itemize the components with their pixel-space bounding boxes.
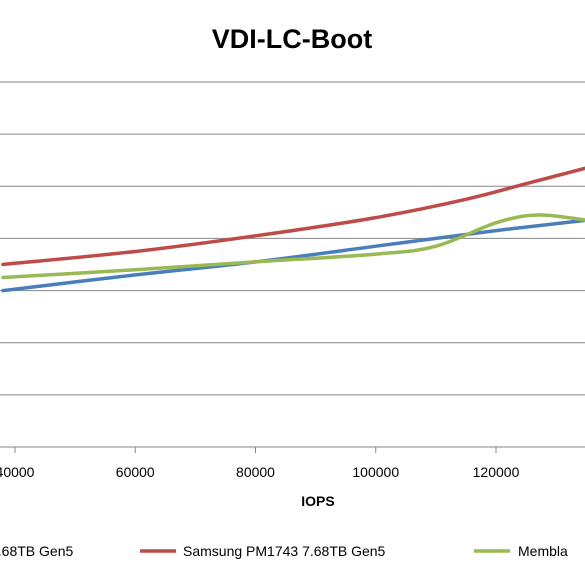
gridlines bbox=[0, 81, 585, 448]
x-tick-label: 40000 bbox=[0, 464, 35, 480]
series-line bbox=[1, 213, 585, 280]
x-tick-label: 60000 bbox=[116, 464, 155, 480]
x-tick-label: 80000 bbox=[236, 464, 275, 480]
legend-label: Samsung PM1743 7.68TB Gen5 bbox=[183, 543, 386, 559]
legend: 7.68TB Gen5 Samsung PM1743 7.68TB Gen5 Mem… bbox=[0, 543, 568, 559]
legend-label: 7.68TB Gen5 bbox=[0, 543, 73, 559]
series-line bbox=[1, 218, 585, 293]
series-line bbox=[1, 166, 585, 267]
x-tick-label: 120000 bbox=[473, 464, 520, 480]
chart-title: VDI-LC-Boot bbox=[212, 24, 372, 54]
x-axis: 40000 60000 80000 100000 120000 bbox=[0, 447, 520, 480]
plot-series bbox=[1, 166, 585, 293]
x-axis-title: IOPS bbox=[301, 493, 334, 509]
legend-label: Membla bbox=[518, 543, 568, 559]
x-tick-label: 100000 bbox=[352, 464, 399, 480]
